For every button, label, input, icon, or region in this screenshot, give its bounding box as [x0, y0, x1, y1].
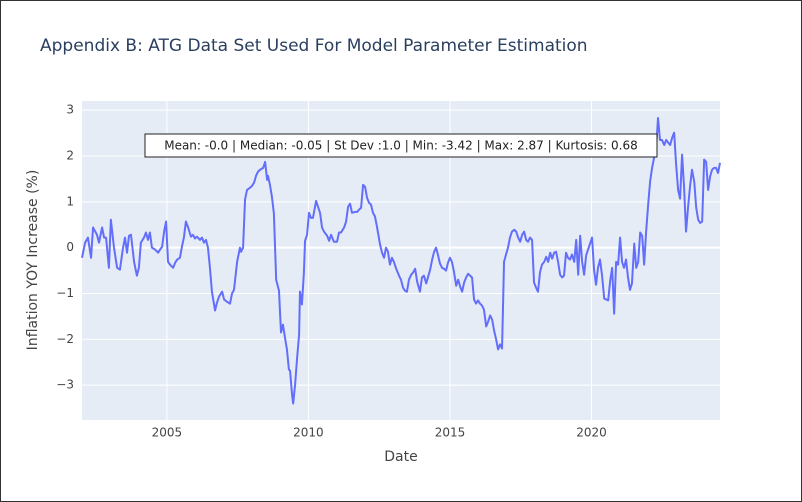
- y-axis-title: Inflation YOY Increase (%): [25, 170, 41, 351]
- y-tick-label: 1: [66, 194, 74, 208]
- x-tick-label: 2010: [293, 426, 324, 440]
- x-axis-title: Date: [384, 449, 417, 465]
- chart-title: Appendix B: ATG Data Set Used For Model …: [40, 36, 588, 56]
- data-line: [81, 116, 721, 405]
- y-tick-label: 2: [66, 149, 74, 163]
- annotation-box: [144, 133, 658, 158]
- x-tick-label: 2015: [435, 426, 466, 440]
- x-tick-label: 2005: [152, 426, 183, 440]
- y-tick-label: −1: [56, 286, 74, 300]
- y-tick-label: −2: [56, 332, 74, 346]
- y-tick-label: 3: [66, 103, 74, 117]
- y-tick-label: 0: [66, 240, 74, 254]
- marks: [81, 116, 721, 405]
- annotation: Mean: -0.0 | Median: -0.05 | St Dev :1.0…: [164, 139, 638, 153]
- x-tick-label: 2020: [576, 426, 607, 440]
- y-tick-label: −3: [56, 378, 74, 392]
